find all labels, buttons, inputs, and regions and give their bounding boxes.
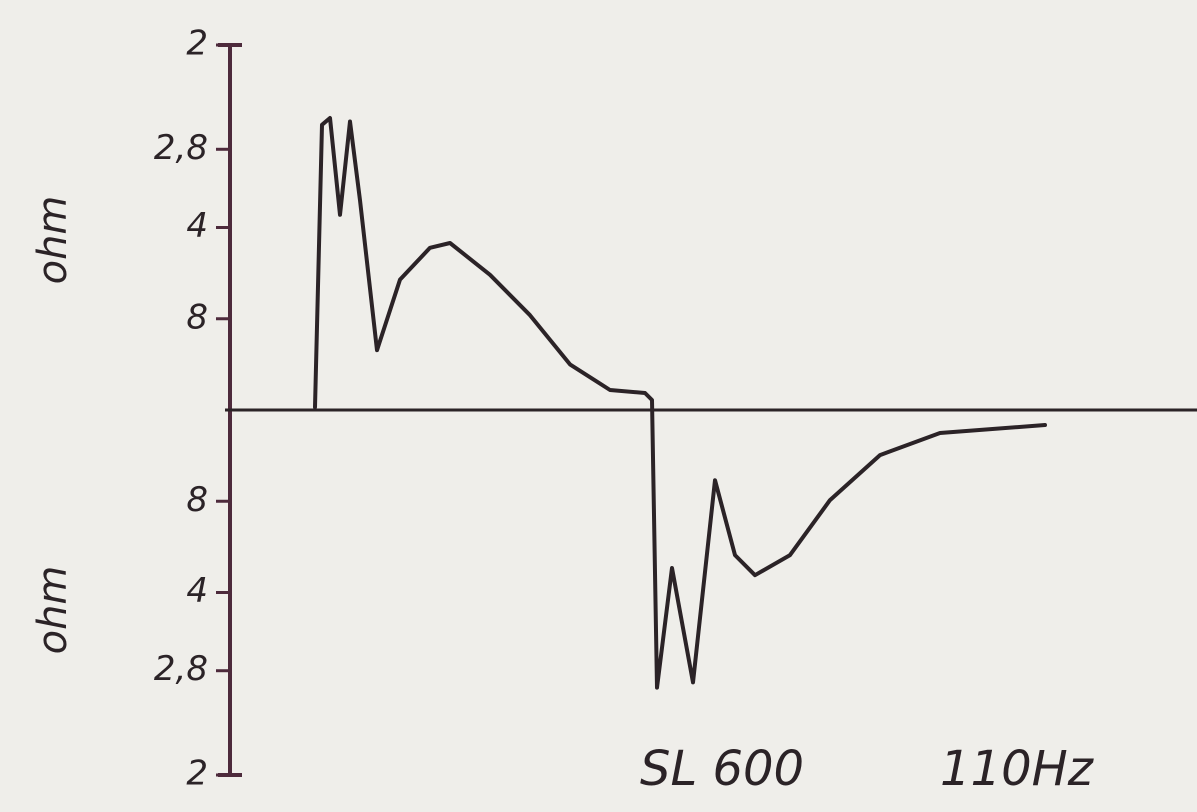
y-axis-label: ohm [30,196,76,285]
y-tick-label: 2,8 [154,128,208,168]
y-tick-label: 4 [186,206,208,246]
y-tick-label: 4 [186,571,208,611]
y-tick-label: 2,8 [154,649,208,689]
y-axis-label: ohm [30,566,76,655]
annotation: SL 600 [640,741,804,797]
y-tick-label: 2 [186,754,208,794]
y-tick-label: 8 [186,480,208,520]
y-tick-label: 2 [186,24,208,64]
annotation: 110Hz [940,741,1095,797]
data-line [313,116,1047,690]
y-tick-label: 8 [186,297,208,337]
